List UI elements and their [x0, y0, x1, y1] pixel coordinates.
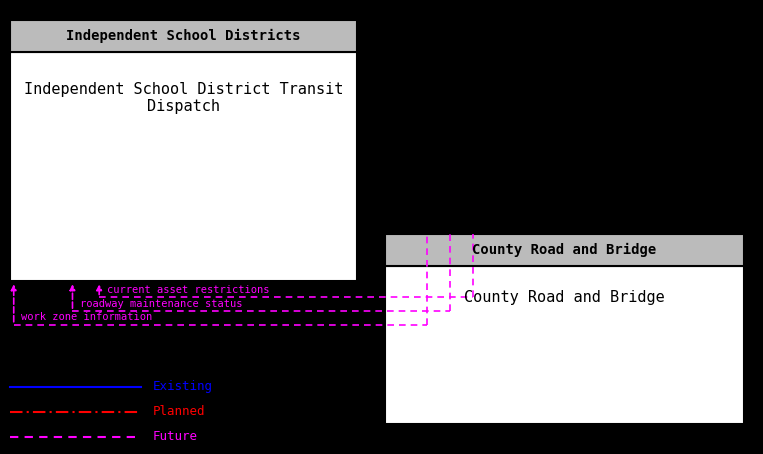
Text: Planned: Planned — [153, 405, 205, 418]
Text: Independent School Districts: Independent School Districts — [66, 29, 301, 44]
Text: County Road and Bridge: County Road and Bridge — [472, 242, 657, 257]
Bar — [10, 20, 357, 52]
Text: Future: Future — [153, 430, 198, 443]
Text: County Road and Bridge: County Road and Bridge — [464, 290, 665, 305]
Text: Independent School District Transit
Dispatch: Independent School District Transit Disp… — [24, 82, 343, 114]
Bar — [385, 266, 744, 424]
Text: Existing: Existing — [153, 380, 213, 393]
Bar — [385, 234, 744, 266]
Text: work zone information: work zone information — [21, 312, 153, 322]
Text: roadway maintenance status: roadway maintenance status — [80, 299, 243, 309]
Text: current asset restrictions: current asset restrictions — [107, 285, 269, 295]
Bar — [10, 52, 357, 281]
